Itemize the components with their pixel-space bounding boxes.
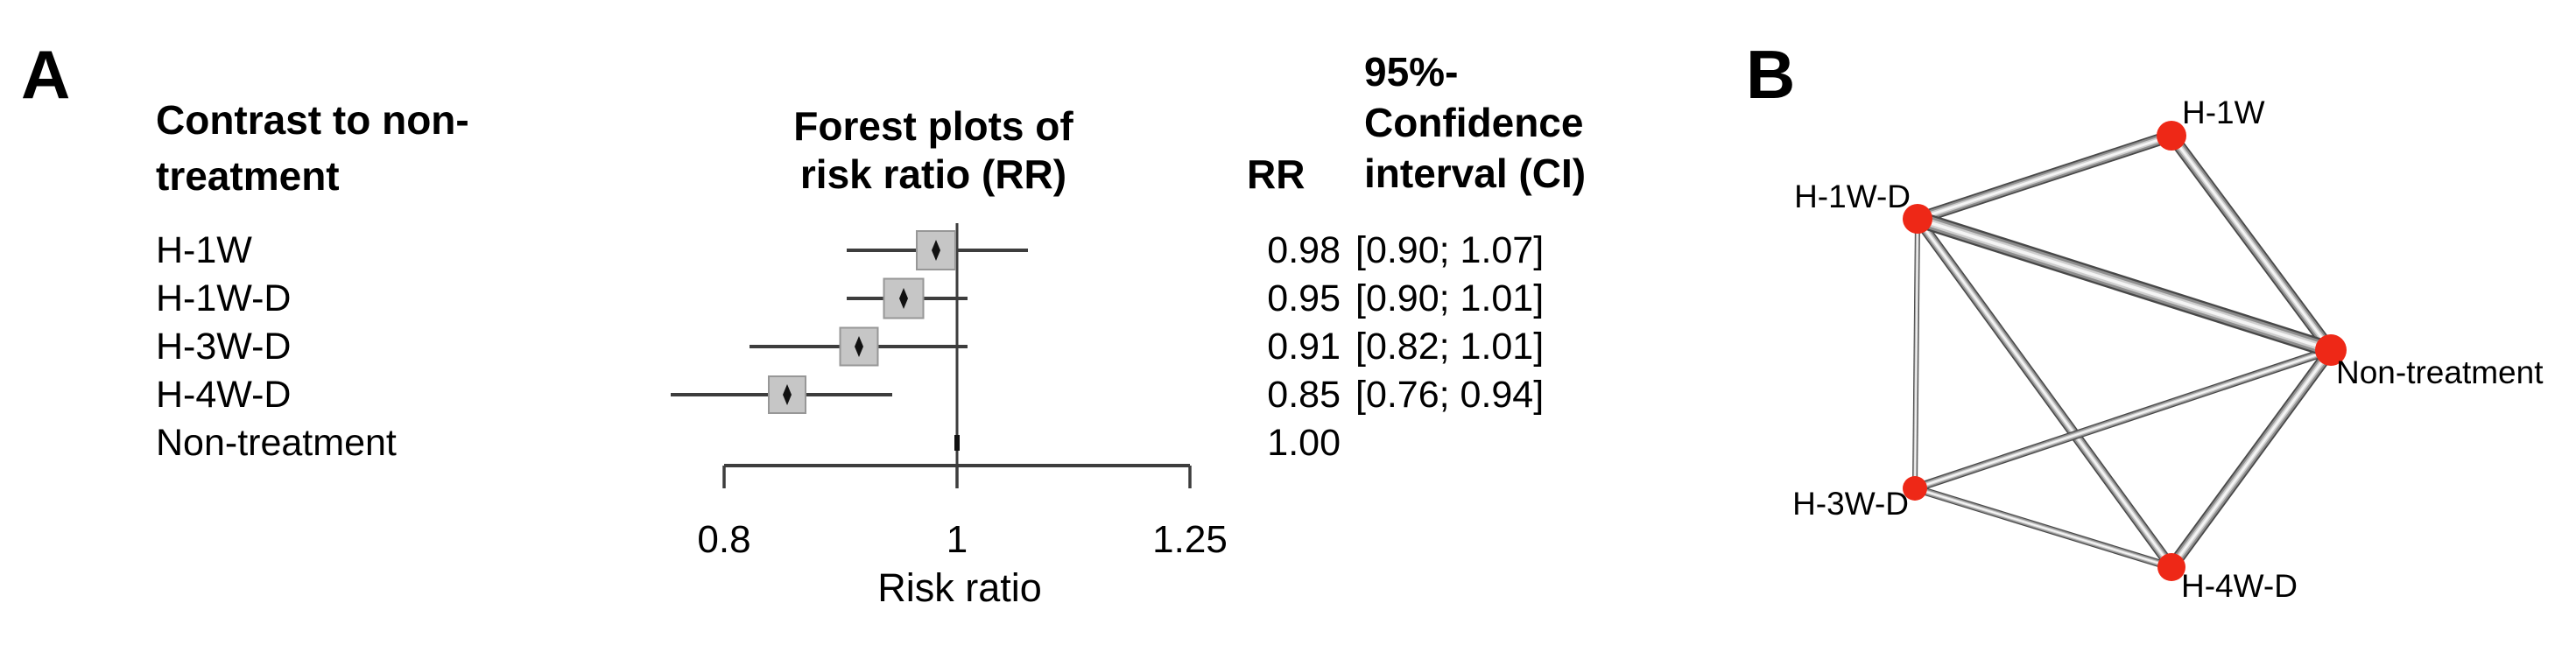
edge-h3wd-nontreatment [1913, 346, 2333, 493]
contrast-header-line2: treatment [156, 153, 340, 199]
node-label-nontreatment: Non-treatment [2336, 354, 2544, 390]
rr-value-row1: 0.98 [1267, 229, 1341, 271]
node-h3wd [1903, 476, 1927, 501]
point-marker-row1 [932, 240, 940, 261]
point-marker-row2 [899, 288, 908, 309]
network-graph [1903, 121, 2347, 581]
row-label-h4wd: H-4W-D [156, 374, 292, 416]
x-tick-label-1: 1 [947, 518, 968, 561]
edge-h1wd-nontreatment [1915, 210, 2333, 359]
point-marker-row5 [954, 435, 960, 451]
edge-h4wd-nontreatment [2166, 346, 2336, 571]
node-h1w [2157, 121, 2186, 151]
forest-plot: 0.8 1 1.25 Risk ratio [671, 223, 1228, 610]
ci-header-line3: interval (CI) [1364, 151, 1587, 196]
row-label-h3wd: H-3W-D [156, 326, 292, 368]
node-nontreatment [2315, 334, 2347, 366]
node-label-h1w: H-1W [2182, 95, 2265, 130]
point-marker-row3 [855, 336, 863, 357]
weight-square-row2 [883, 277, 925, 319]
ci-header-line1: 95%- [1364, 49, 1459, 95]
contrast-header-line1: Contrast to non- [156, 97, 469, 143]
rr-value-row5: 1.00 [1267, 422, 1341, 464]
point-marker-row4 [783, 384, 792, 405]
ci-value-row2: [0.90; 1.01] [1355, 277, 1545, 319]
ci-value-row1: [0.90; 1.07] [1355, 229, 1545, 271]
node-label-h4wd: H-4W-D [2181, 568, 2298, 604]
ci-header-line2: Confidence [1364, 100, 1584, 145]
rr-value-row4: 0.85 [1267, 374, 1341, 416]
edge-h1wd-h4wd [1913, 215, 2176, 571]
row-label-nontreatment: Non-treatment [156, 422, 397, 464]
node-h4wd [2157, 553, 2185, 581]
ci-value-row4: [0.76; 0.94] [1355, 374, 1545, 416]
edge-h3wd-h4wd [1913, 484, 2173, 571]
forest-header-line1: Forest plots of [793, 103, 1073, 149]
row-label-h1w: H-1W [156, 229, 252, 271]
panel-b-label: B [1746, 36, 1796, 113]
edge-h1w-h1wd [1915, 130, 2174, 225]
x-tick-label-1.25: 1.25 [1152, 518, 1228, 561]
x-axis-title: Risk ratio [877, 565, 1042, 610]
row-label-h1wd: H-1W-D [156, 277, 292, 319]
rr-value-row2: 0.95 [1267, 277, 1341, 319]
x-tick-label-0.8: 0.8 [697, 518, 750, 561]
edge-h1w-nontreatment [2166, 131, 2336, 354]
node-label-h1wd: H-1W-D [1794, 179, 1911, 214]
ci-value-row3: [0.82; 1.01] [1355, 326, 1545, 368]
panel-a-label: A [21, 36, 71, 113]
node-label-h3wd: H-3W-D [1792, 486, 1909, 522]
rr-value-row3: 0.91 [1267, 326, 1341, 368]
node-h1wd [1903, 204, 1932, 234]
rr-column-header: RR [1247, 151, 1306, 197]
forest-header-line2: risk ratio (RR) [799, 151, 1067, 197]
edge-h1wd-h3wd [1912, 218, 1920, 489]
